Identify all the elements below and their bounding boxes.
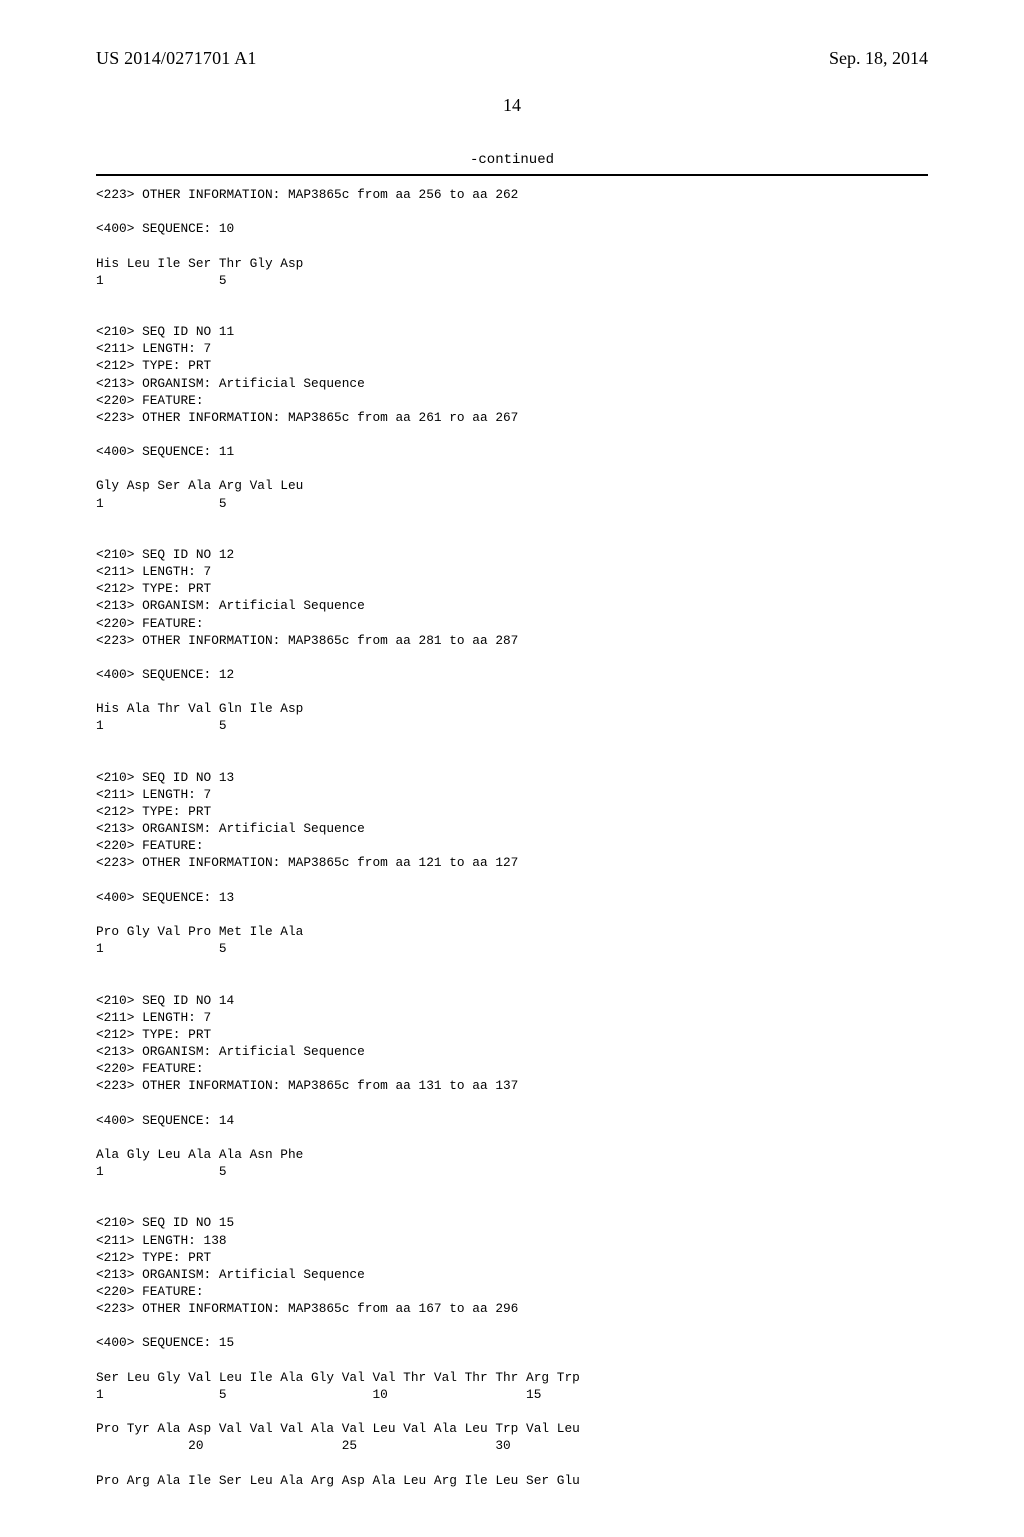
sequence-listing: <223> OTHER INFORMATION: MAP3865c from a…: [96, 186, 928, 1489]
document-header: US 2014/0271701 A1 Sep. 18, 2014: [96, 48, 928, 69]
publication-date: Sep. 18, 2014: [829, 48, 928, 69]
top-rule: [96, 174, 928, 176]
continued-label: -continued: [96, 152, 928, 168]
page-number: 14: [96, 95, 928, 116]
publication-number: US 2014/0271701 A1: [96, 48, 257, 69]
page-container: US 2014/0271701 A1 Sep. 18, 2014 14 -con…: [0, 0, 1024, 1537]
